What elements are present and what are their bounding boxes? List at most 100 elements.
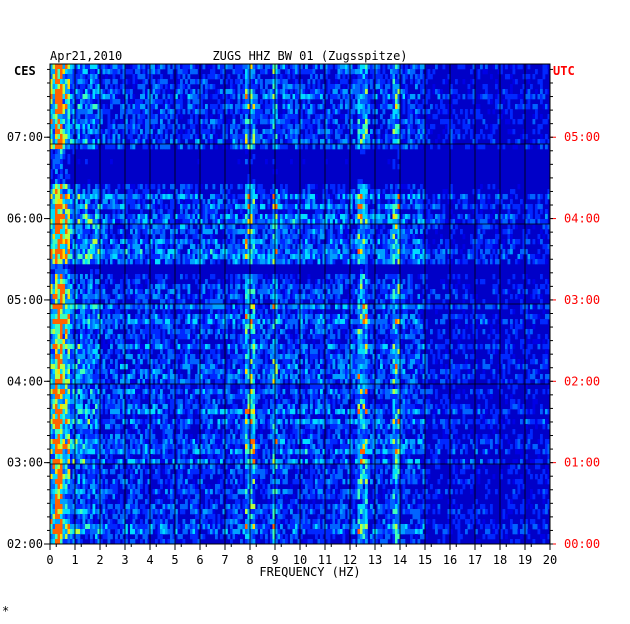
spectrogram-cell <box>242 244 246 250</box>
spectrogram-cell <box>147 284 151 290</box>
spectrogram-cell <box>362 119 366 125</box>
spectrogram-cell <box>317 249 321 255</box>
spectrogram-cell <box>397 129 401 135</box>
spectrogram-cell <box>487 219 491 225</box>
spectrogram-cell <box>232 69 236 75</box>
spectrogram-cell <box>295 139 298 145</box>
spectrogram-cell <box>112 194 116 200</box>
spectrogram-cell <box>232 244 236 250</box>
spectrogram-cell <box>135 224 138 230</box>
spectrogram-cell <box>60 259 63 265</box>
spectrogram-cell <box>252 109 256 115</box>
spectrogram-cell <box>105 244 108 250</box>
spectrogram-cell <box>250 249 253 255</box>
spectrogram-cell <box>65 174 68 180</box>
spectrogram-cell <box>292 69 296 75</box>
spectrogram-cell <box>417 139 421 145</box>
spectrogram-cell <box>217 114 221 120</box>
spectrogram-cell <box>317 289 321 295</box>
spectrogram-cell <box>262 279 266 285</box>
spectrogram-cell <box>437 254 441 260</box>
spectrogram-cell <box>160 244 163 250</box>
spectrogram-cell <box>197 199 201 205</box>
spectrogram-cell <box>202 214 206 220</box>
spectrogram-cell <box>160 99 163 105</box>
spectrogram-cell <box>412 144 416 150</box>
spectrogram-cell <box>60 164 63 170</box>
spectrogram-cell <box>252 209 256 215</box>
spectrogram-cell <box>135 274 138 280</box>
spectrogram-cell <box>305 144 308 150</box>
spectrogram-cell <box>175 189 178 195</box>
spectrogram-cell <box>507 204 511 210</box>
spectrogram-cell <box>77 244 81 250</box>
spectrogram-cell <box>252 94 256 100</box>
spectrogram-cell <box>195 204 198 210</box>
spectrogram-cell <box>95 199 98 205</box>
spectrogram-cell <box>307 104 311 110</box>
spectrogram-cell <box>297 214 301 220</box>
spectrogram-cell <box>487 109 491 115</box>
spectrogram-cell <box>75 119 78 125</box>
spectrogram-cell <box>337 189 341 195</box>
spectrogram-cell <box>75 284 78 290</box>
spectrogram-cell <box>80 289 83 295</box>
spectrogram-cell <box>137 249 141 255</box>
spectrogram-cell <box>127 124 131 130</box>
spectrogram-cell <box>327 239 331 245</box>
spectrogram-cell <box>370 284 373 290</box>
spectrogram-cell <box>65 79 68 85</box>
spectrogram-cell <box>207 64 211 70</box>
spectrogram-cell <box>185 89 188 95</box>
spectrogram-cell <box>335 239 338 245</box>
spectrogram-cell <box>225 129 228 135</box>
spectrogram-cell <box>140 224 143 230</box>
spectrogram-cell <box>70 259 73 265</box>
spectrogram-cell <box>285 89 288 95</box>
spectrogram-cell <box>72 289 76 295</box>
spectrogram-cell <box>352 84 356 90</box>
spectrogram-cell <box>225 104 228 110</box>
spectrogram-cell <box>372 74 376 80</box>
spectrogram-cell <box>545 134 548 140</box>
spectrogram-cell <box>175 114 178 120</box>
spectrogram-cell <box>82 189 86 195</box>
spectrogram-cell <box>352 229 356 235</box>
spectrogram-cell <box>275 114 278 120</box>
spectrogram-cell <box>475 214 478 220</box>
spectrogram-cell <box>320 114 323 120</box>
spectrogram-cell <box>385 99 388 105</box>
spectrogram-cell <box>207 134 211 140</box>
spectrogram-cell <box>507 139 511 145</box>
spectrogram-cell <box>400 144 403 150</box>
spectrogram-cell <box>467 89 471 95</box>
spectrogram-cell <box>87 134 91 140</box>
spectrogram-cell <box>65 254 68 260</box>
spectrogram-cell <box>425 209 428 215</box>
spectrogram-cell <box>102 104 106 110</box>
spectrogram-cell <box>60 199 63 205</box>
spectrogram-cell <box>337 124 341 130</box>
spectrogram-cell <box>250 144 253 150</box>
spectrogram-cell <box>52 254 56 260</box>
spectrogram-cell <box>490 254 493 260</box>
spectrogram-cell <box>360 69 363 75</box>
spectrogram-cell <box>292 234 296 240</box>
spectrogram-cell <box>62 114 66 120</box>
spectrogram-cell <box>402 224 406 230</box>
spectrogram-cell <box>422 89 426 95</box>
spectrogram-cell <box>82 94 86 100</box>
spectrogram-cell <box>85 89 88 95</box>
spectrogram-cell <box>70 194 73 200</box>
spectrogram-cell <box>102 204 106 210</box>
spectrogram-cell <box>447 74 451 80</box>
spectrogram-cell <box>390 259 393 265</box>
spectrogram-cell <box>500 114 503 120</box>
spectrogram-cell <box>267 134 271 140</box>
spectrogram-cell <box>222 189 226 195</box>
spectrogram-cell <box>527 89 531 95</box>
spectrogram-cell <box>242 89 246 95</box>
spectrogram-cell <box>330 239 333 245</box>
spectrogram-cell <box>375 239 378 245</box>
spectrogram-cell <box>57 239 61 245</box>
